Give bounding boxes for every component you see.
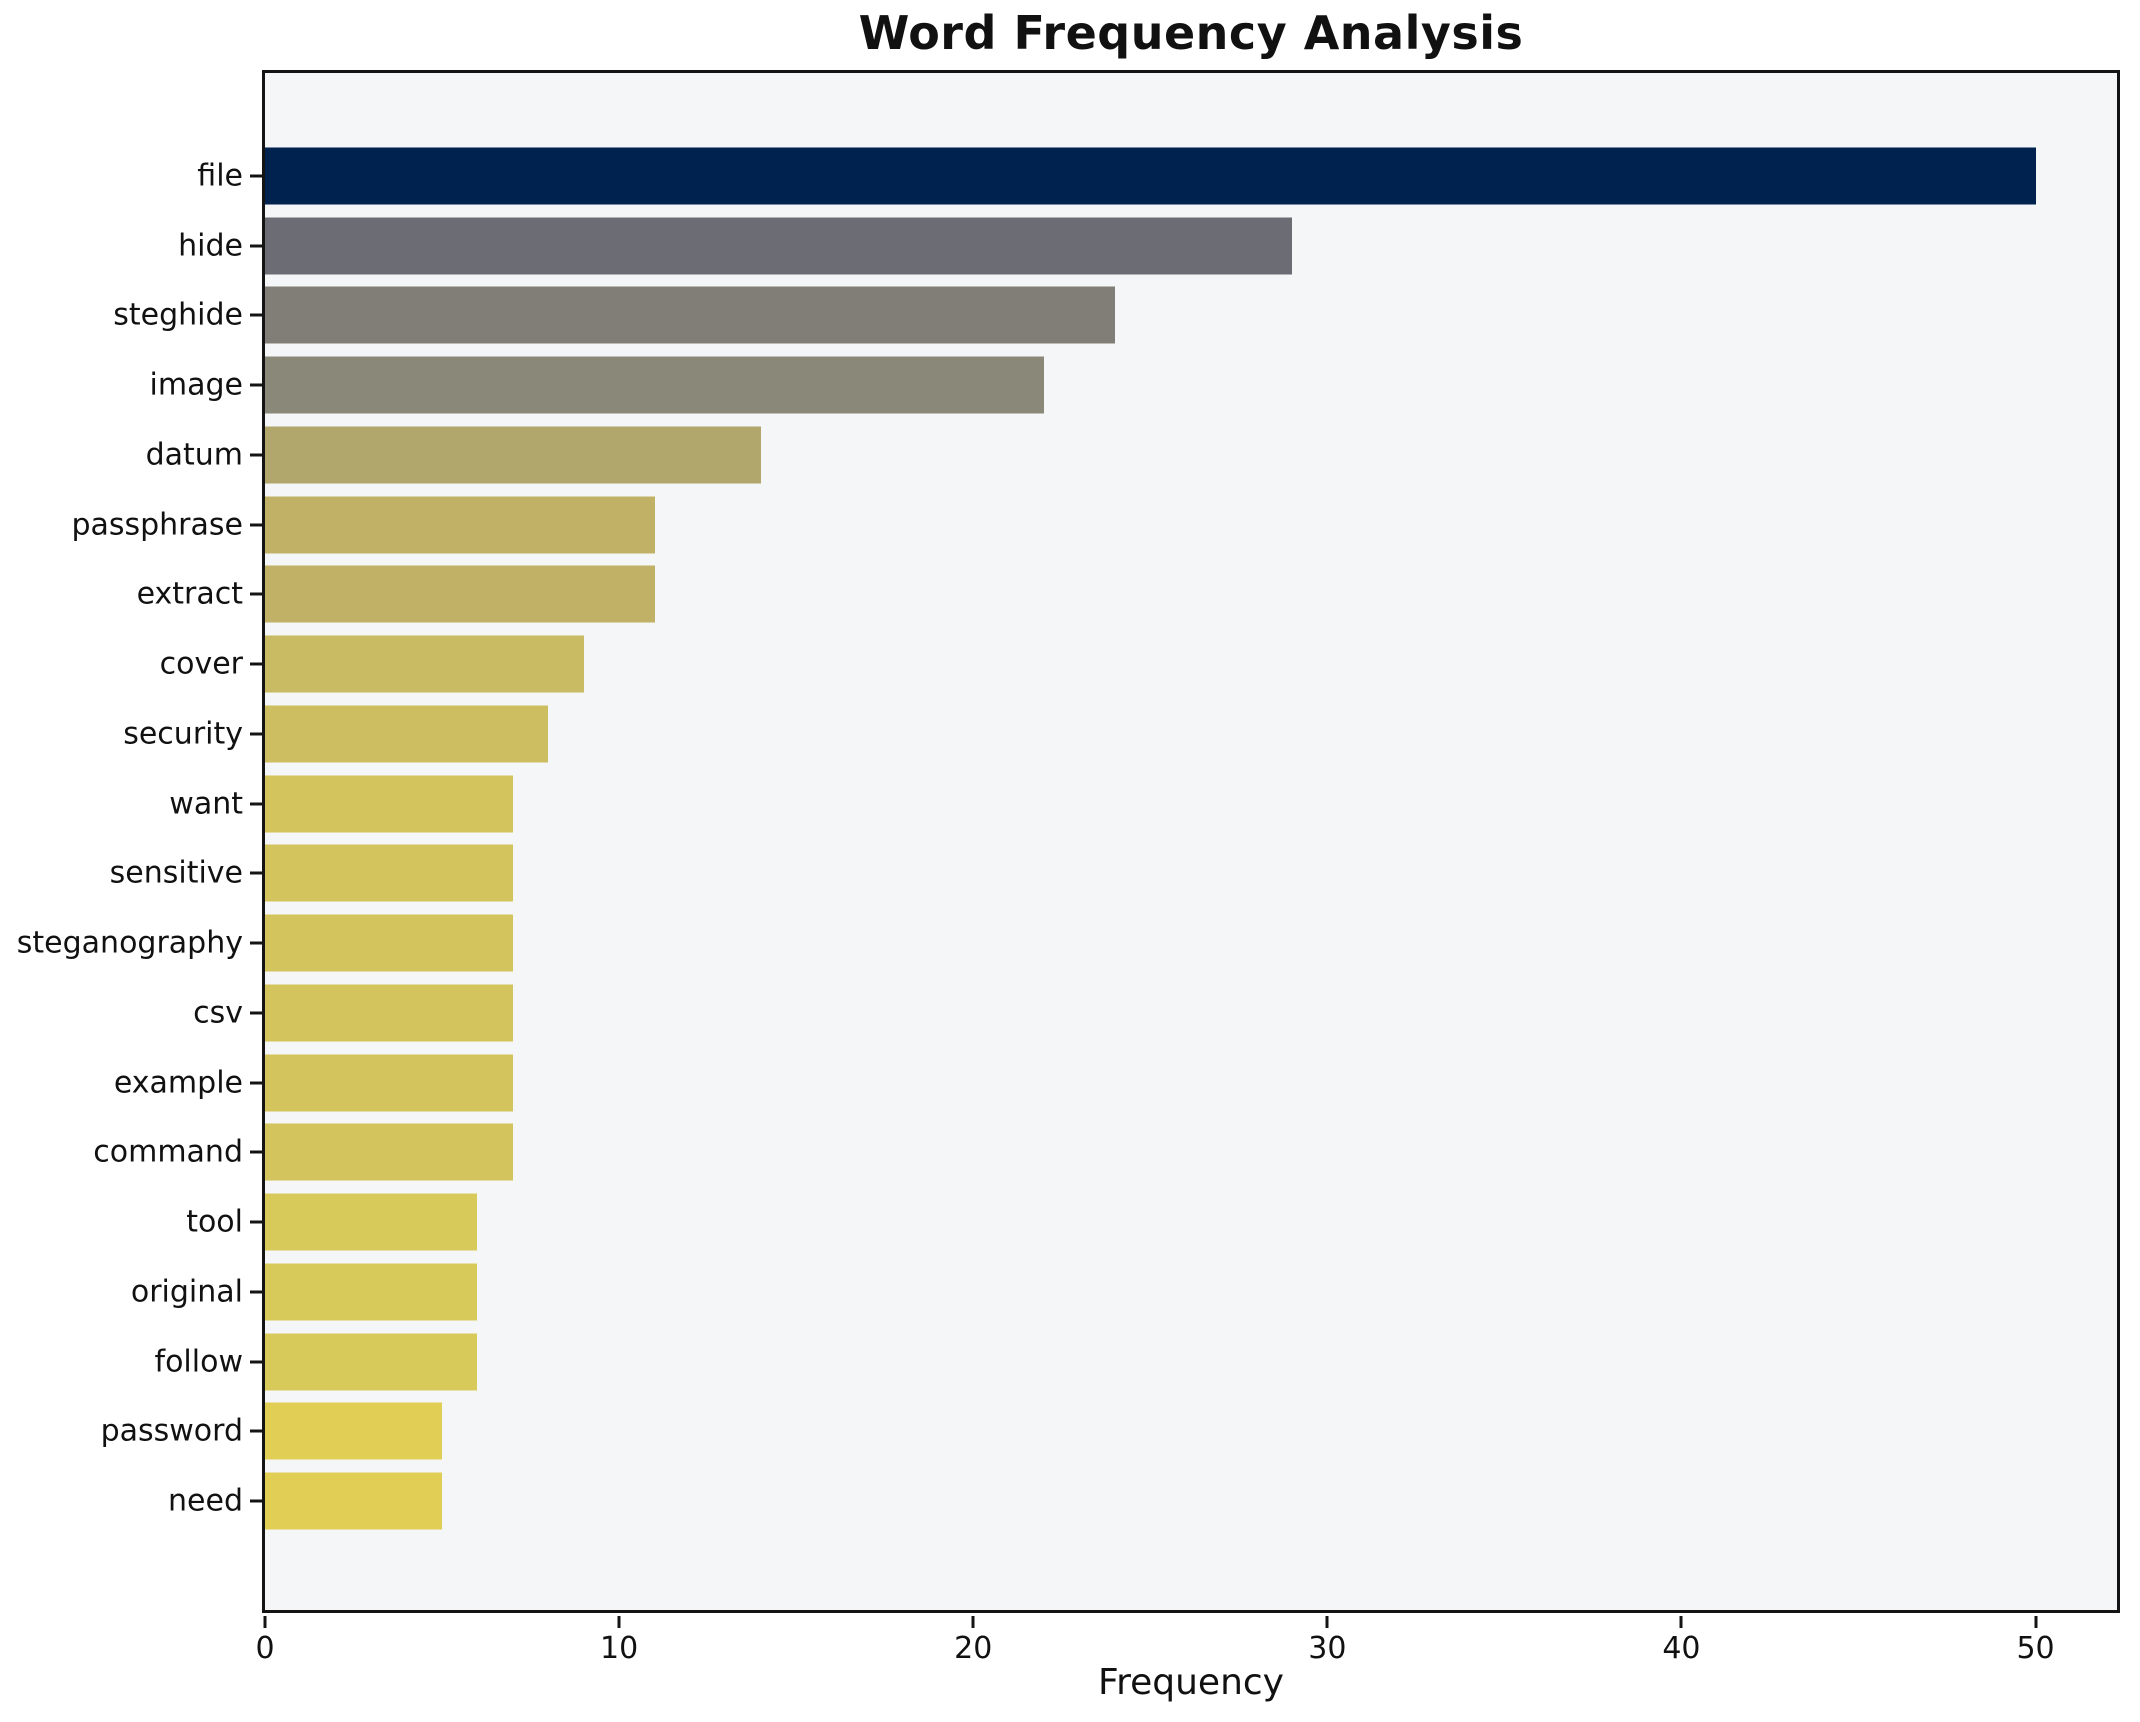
y-tick-label: file [197, 158, 243, 194]
bar [265, 286, 1115, 344]
x-tick-label: 20 [954, 1631, 993, 1666]
y-tick-mark [250, 662, 262, 666]
y-tick-label: steganography [16, 925, 243, 961]
bar [265, 356, 1045, 414]
y-tick-label: want [169, 786, 243, 822]
x-tick-mark [617, 1616, 621, 1628]
bar [265, 496, 655, 554]
y-tick-mark [250, 1429, 262, 1433]
bar-row: original [131, 1257, 2117, 1327]
bar-row: follow [155, 1327, 2117, 1397]
y-tick-mark [250, 1499, 262, 1503]
y-tick-label: sensitive [109, 855, 243, 891]
bars-container: file hide steghide image datum passphrase extr… [17, 73, 2117, 1610]
bar [265, 984, 513, 1042]
bar [265, 1263, 478, 1321]
x-tick-mark [1325, 1616, 1329, 1628]
bar-row: datum [146, 420, 2117, 490]
bar-row: extract [137, 560, 2117, 630]
bar-row: example [114, 1048, 2117, 1118]
bar [265, 426, 761, 484]
y-tick-label: cover [159, 646, 243, 682]
x-tick-label: 30 [1308, 1631, 1347, 1666]
y-tick-mark [250, 732, 262, 736]
y-tick-label: security [123, 716, 243, 752]
bar-row: want [169, 769, 2117, 839]
bar [265, 1193, 478, 1251]
bar-row: need [168, 1466, 2117, 1536]
bar-row: security [123, 699, 2117, 769]
y-tick-label: datum [145, 437, 243, 473]
bar [265, 147, 2036, 205]
y-tick-mark [250, 592, 262, 596]
bar-row: sensitive [110, 839, 2117, 909]
bar-row: file [197, 141, 2117, 211]
y-tick-mark [250, 1290, 262, 1294]
bar-row: cover [160, 629, 2117, 699]
y-tick-mark [250, 1011, 262, 1015]
y-tick-label: passphrase [71, 507, 243, 543]
bar-row: steghide [113, 281, 2117, 351]
x-tick-label: 10 [600, 1631, 639, 1666]
y-tick-mark [250, 1360, 262, 1364]
x-tick-label: 0 [255, 1631, 275, 1666]
y-tick-label: original [130, 1274, 243, 1310]
bar [265, 1472, 443, 1530]
x-tick-label: 40 [1662, 1631, 1701, 1666]
y-tick-mark [250, 453, 262, 457]
bar [265, 1333, 478, 1391]
y-tick-mark [250, 383, 262, 387]
x-tick-mark [2034, 1616, 2038, 1628]
y-tick-label: extract [136, 576, 243, 612]
bar-row: tool [186, 1187, 2117, 1257]
y-tick-label: password [100, 1413, 243, 1449]
y-tick-mark [250, 1220, 262, 1224]
y-tick-mark [250, 802, 262, 806]
plot-area: file hide steghide image datum passphrase extr… [17, 70, 2120, 1666]
x-tick-mark [971, 1616, 975, 1628]
y-tick-label: follow [154, 1344, 243, 1380]
x-tick-mark [1679, 1616, 1683, 1628]
y-tick-mark [250, 1150, 262, 1154]
bar [265, 1402, 443, 1460]
bar [265, 217, 1292, 275]
bar-row: command [93, 1118, 2117, 1188]
bar [265, 1054, 513, 1112]
y-tick-label: steghide [113, 297, 243, 333]
bar [265, 565, 655, 623]
y-tick-mark [250, 1081, 262, 1085]
bar-row: steganography [17, 908, 2117, 978]
y-tick-label: need [168, 1483, 243, 1519]
y-tick-mark [250, 523, 262, 527]
bar [265, 844, 513, 902]
y-tick-label: tool [186, 1204, 243, 1240]
y-tick-mark [250, 871, 262, 875]
y-tick-label: image [149, 367, 243, 403]
y-tick-mark [250, 313, 262, 317]
y-tick-mark [250, 941, 262, 945]
bar-row: passphrase [71, 490, 2117, 560]
bar [265, 705, 549, 763]
y-tick-mark [250, 244, 262, 248]
bar-row: password [101, 1397, 2117, 1467]
bar [265, 1123, 513, 1181]
bar-row: hide [178, 211, 2117, 281]
chart-title: Word Frequency Analysis [858, 6, 1524, 60]
y-tick-mark [250, 174, 262, 178]
y-tick-label: csv [193, 995, 243, 1031]
x-tick-mark [263, 1616, 267, 1628]
bar-row: image [150, 350, 2117, 420]
bar-row: csv [193, 978, 2117, 1048]
bar [265, 635, 584, 693]
bar [265, 914, 513, 972]
y-tick-label: example [113, 1065, 243, 1101]
y-tick-label: command [93, 1134, 243, 1170]
y-tick-label: hide [178, 228, 243, 264]
x-tick-label: 50 [2016, 1631, 2055, 1666]
x-axis-label: Frequency [1098, 1662, 1284, 1703]
bar [265, 775, 513, 833]
